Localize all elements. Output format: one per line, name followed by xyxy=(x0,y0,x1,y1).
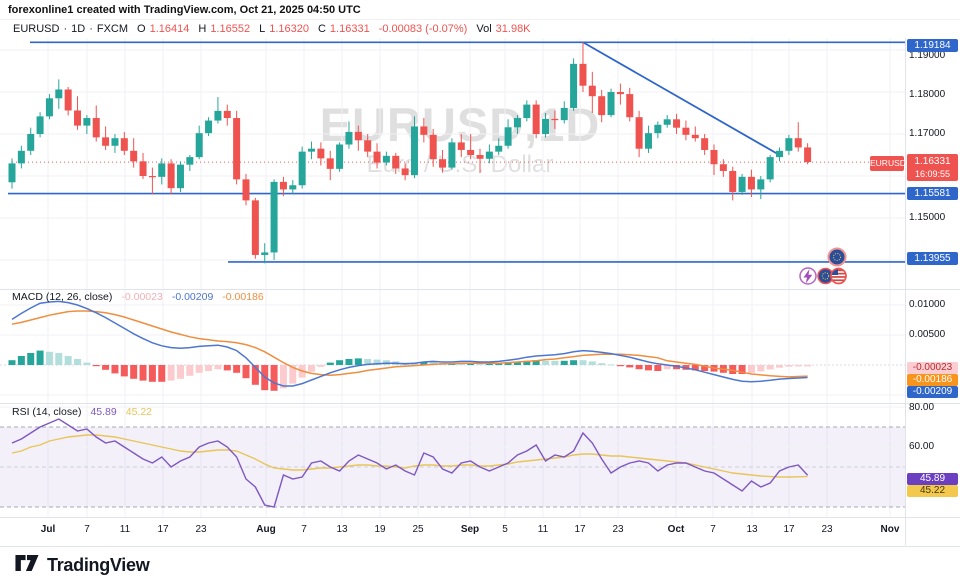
level-badge-high: 1.19184 xyxy=(907,39,958,52)
level-badge-support: 1.15581 xyxy=(907,187,958,200)
separator-dot: · xyxy=(89,23,93,35)
macd-signal-badge: -0.00186 xyxy=(907,374,958,386)
macd-line-badge: -0.00209 xyxy=(907,386,958,398)
macd-signal-value: -0.00186 xyxy=(222,291,264,303)
level-badge-low: 1.13955 xyxy=(907,252,958,265)
rsi-legend[interactable]: RSI (14, close) 45.89 45.22 xyxy=(12,406,152,418)
rsi-ma-badge: 45.22 xyxy=(907,485,958,497)
low-value: 1.16320 xyxy=(269,23,309,35)
bar-countdown: 16:09:55 xyxy=(914,169,951,179)
volume-group: Vol 31.98K xyxy=(476,21,530,38)
symbol-description[interactable]: EURUSD · 1D · FXCM xyxy=(13,21,128,38)
ohlc-high: H 1.16552 xyxy=(198,21,250,38)
high-label: H xyxy=(198,23,207,35)
ohlc-open: O 1.16414 xyxy=(137,21,189,38)
rsi-ma-value: 45.22 xyxy=(125,406,153,418)
rsi-title: RSI (14, close) xyxy=(12,406,82,418)
last-price-symbol-badge: EURUSD xyxy=(870,156,906,171)
last-price-value: 1.16331 xyxy=(914,156,951,167)
symbol-exchange: FXCM xyxy=(96,23,129,35)
ohlc-close: C 1.16331 xyxy=(318,21,370,38)
rsi-value: 45.89 xyxy=(90,406,117,418)
event-icons xyxy=(799,247,847,285)
close-value: 1.16331 xyxy=(329,23,370,35)
high-value: 1.16552 xyxy=(210,23,251,35)
credit-line: forexonline1 created with TradingView.co… xyxy=(0,0,960,20)
tradingview-brand-text[interactable]: TradingView xyxy=(47,554,150,575)
symbol-interval: 1D xyxy=(71,23,86,35)
open-label: O xyxy=(137,23,146,35)
ohlc-low: L 1.16320 xyxy=(259,21,309,38)
last-price-badge: 1.16331 16:09:55 xyxy=(907,154,958,181)
macd-line-value: -0.00209 xyxy=(171,291,214,303)
macd-hist-value: -0.00023 xyxy=(121,291,163,303)
open-value: 1.16414 xyxy=(149,23,190,35)
footer-bar: TradingView xyxy=(0,546,960,583)
separator-dot: · xyxy=(63,23,68,35)
symbol-bar: EURUSD · 1D · FXCM O 1.16414 H 1.16552 L 1.… xyxy=(0,21,960,38)
symbol-name: EURUSD xyxy=(13,23,60,35)
volume-value: 31.98K xyxy=(495,23,531,35)
volume-label: Vol xyxy=(476,23,492,35)
macd-legend[interactable]: MACD (12, 26, close) -0.00023 -0.00209 -… xyxy=(12,291,264,303)
tradingview-logo-icon[interactable] xyxy=(14,552,40,579)
low-label: L xyxy=(259,23,266,35)
close-label: C xyxy=(317,23,326,35)
macd-title: MACD (12, 26, close) xyxy=(12,291,113,303)
change-value: -0.00083 (-0.07%) xyxy=(378,23,468,35)
macd-hist-badge: -0.00023 xyxy=(907,362,958,374)
rsi-value-badge: 45.89 xyxy=(907,473,958,485)
